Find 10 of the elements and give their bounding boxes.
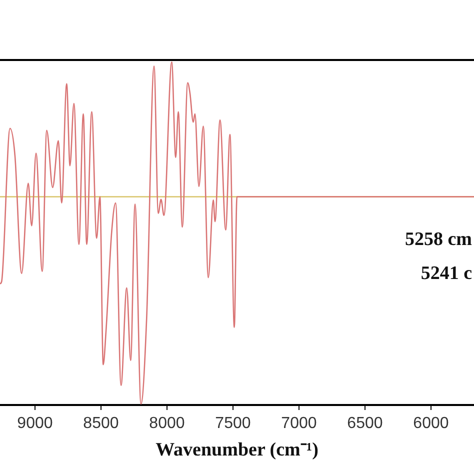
x-tick-label: 6500: [347, 415, 383, 432]
x-tick-label: 7000: [281, 415, 317, 432]
x-tick-label: 8000: [149, 415, 185, 432]
x-tick-label: 6000: [413, 415, 449, 432]
annotation: 5241 c: [420, 262, 472, 284]
annotation: 5258 cm: [404, 228, 472, 250]
x-tick-label: 9000: [17, 415, 53, 432]
x-tick-label: 8500: [83, 415, 119, 432]
x-axis-title: Wavenumber (cm⁻¹): [156, 440, 318, 461]
x-tick-label: 7500: [215, 415, 251, 432]
